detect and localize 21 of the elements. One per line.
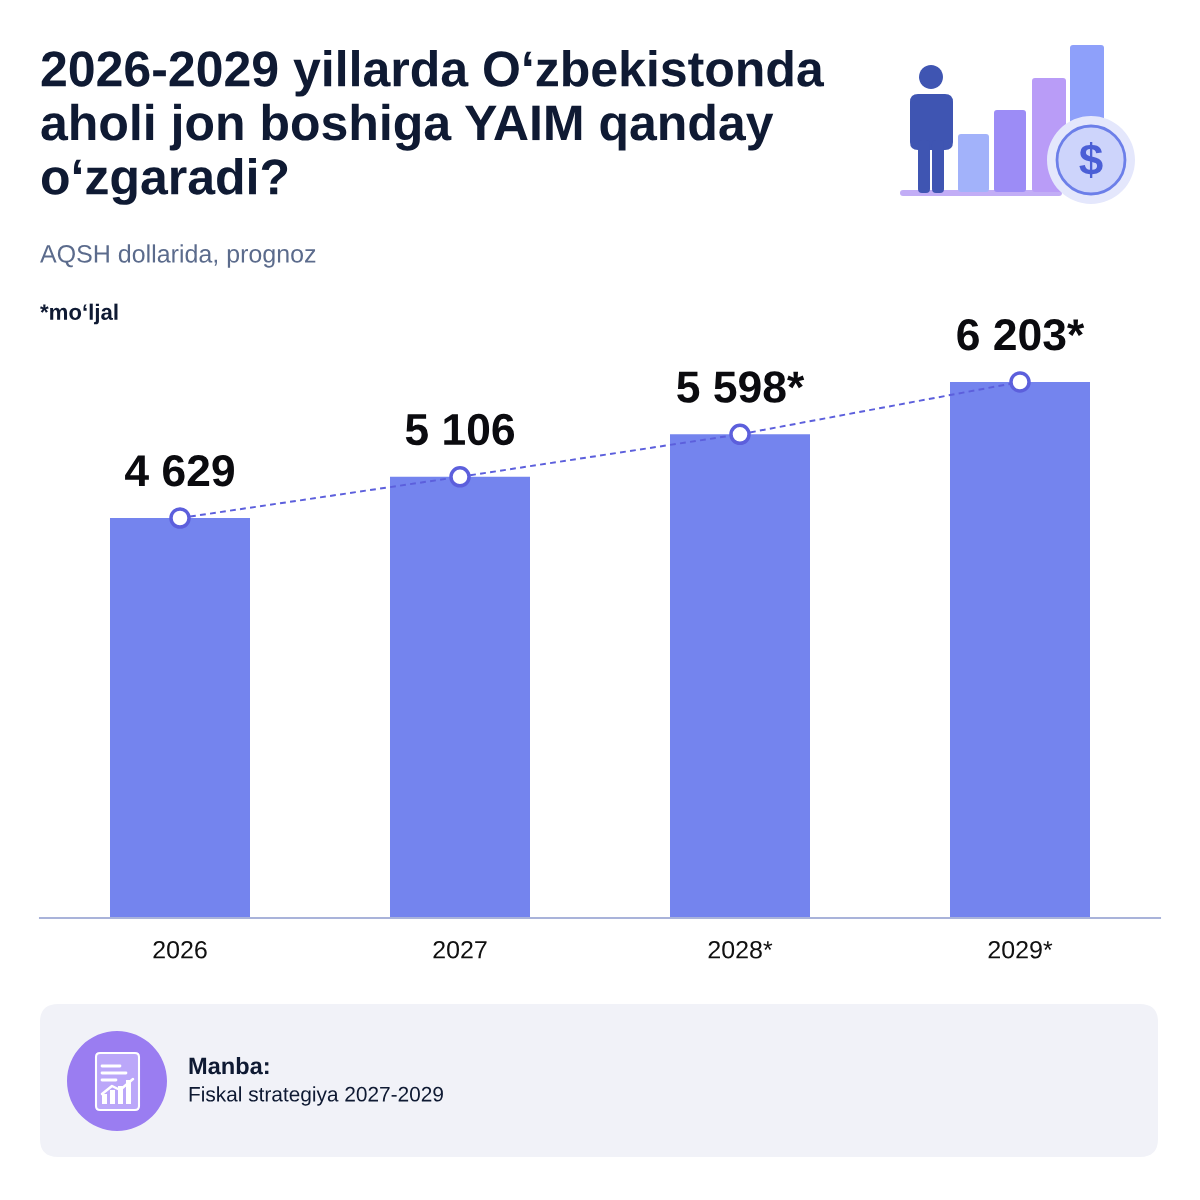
- bar: [670, 434, 810, 918]
- x-tick-label: 2028*: [708, 940, 773, 959]
- chart-title: 2026-2029 yillarda O‘zbekistonda aholi jon boshiga YAIM qanday o‘zgaradi?: [41, 50, 825, 205]
- x-tick-label: 2026: [153, 940, 207, 959]
- data-label: 6 203*: [957, 319, 1085, 351]
- x-tick-label: 2029*: [988, 940, 1053, 959]
- point: [1009, 371, 1031, 393]
- chart-subtitle: AQSH dollarida, prognoz: [40, 244, 316, 268]
- data-label: 5 598*: [677, 371, 805, 403]
- data-label: 4 629: [125, 455, 234, 487]
- x-tick-label: 2027: [433, 940, 487, 959]
- point: [169, 507, 191, 529]
- point: [729, 423, 751, 446]
- point: [449, 466, 471, 488]
- text: *mo‘ljal: [40, 303, 118, 325]
- bar: [950, 382, 1090, 918]
- text: Manba:: [189, 1056, 269, 1075]
- bar: [390, 476, 530, 918]
- bar: [110, 518, 250, 918]
- text: Fiskal strategiya 2027-2029: [189, 1086, 443, 1106]
- data-label: 5 106: [405, 413, 515, 446]
